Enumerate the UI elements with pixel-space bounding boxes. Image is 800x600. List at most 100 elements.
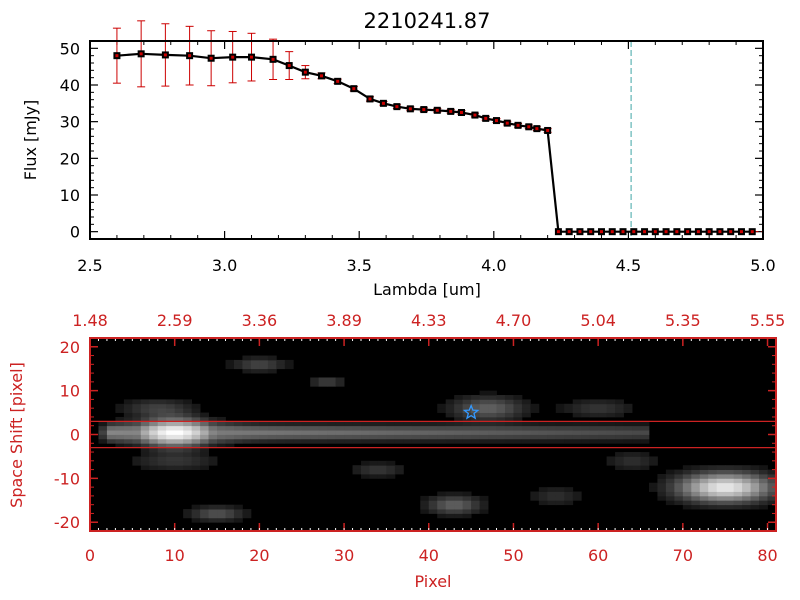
image-pixel (191, 416, 201, 422)
image-pixel (225, 513, 235, 519)
image-pixel (547, 491, 557, 497)
image-pixel (733, 465, 743, 470)
image-pixel (267, 355, 277, 361)
image-pixel (369, 473, 379, 479)
image-pixel (708, 478, 718, 484)
image-pixel (301, 438, 311, 444)
image-pixel (191, 456, 201, 462)
image-pixel (233, 359, 243, 365)
image-pixel (267, 434, 277, 440)
image-pixel (589, 434, 599, 440)
image-pixel (504, 430, 514, 435)
image-pixel (352, 465, 362, 470)
image-pixel (174, 408, 184, 413)
image-pixel (572, 421, 582, 427)
image-pixel (123, 443, 133, 449)
image-pixel (521, 425, 531, 431)
image-pixel (310, 377, 320, 383)
image-pixel (657, 491, 667, 497)
image-pixel (513, 412, 523, 418)
image-pixel (327, 377, 337, 383)
image-pixel (471, 438, 480, 444)
image-pixel (615, 399, 624, 405)
image-pixel (598, 421, 608, 427)
image-pixel (149, 430, 159, 435)
image-pixel (250, 359, 260, 365)
image-pixel (386, 434, 396, 440)
image-pixel (377, 425, 387, 431)
spectrum-point-core (729, 230, 733, 234)
image-pixel (259, 364, 269, 370)
image-pixel (140, 438, 150, 444)
image-pixel (581, 399, 591, 405)
image-pixel (344, 430, 353, 435)
image-pixel (208, 425, 218, 431)
image-pixel (640, 465, 650, 470)
image-pixel (174, 465, 184, 470)
image-pixel (183, 443, 193, 449)
image-pixel (454, 416, 464, 422)
image-pixel (335, 381, 345, 387)
image-pixel (174, 403, 184, 409)
image-pixel (115, 425, 125, 431)
image-pixel (191, 513, 201, 519)
spectrum-point-core (505, 121, 509, 125)
image-pixel (166, 430, 176, 435)
image-pixel (132, 408, 142, 413)
image-pixel (606, 430, 616, 435)
image-pixel (479, 403, 489, 409)
image-pixel (208, 460, 218, 466)
spectrum-xtick-label: 4.5 (616, 256, 641, 275)
image-pixel (183, 434, 193, 440)
image-pixel (606, 412, 616, 418)
spectrum-point-core (567, 230, 571, 234)
image-pixel (615, 460, 624, 466)
image-pixel (530, 403, 540, 409)
image-pixel (301, 434, 311, 440)
image-pixel (344, 421, 353, 427)
image-axes: 0 10 20 30 40 50 60 70 80 1.48 2.59 3.36 3.89 4.33 4.7… (54, 311, 785, 565)
image-pixel (504, 395, 514, 400)
image-pixel (157, 452, 167, 457)
image-pixel (428, 438, 438, 444)
image-pixel (623, 430, 633, 435)
image-pixel (488, 395, 497, 400)
image-pixel (327, 421, 337, 427)
image-pixel (538, 491, 548, 497)
image-pixel (191, 509, 201, 514)
image-pixel (140, 412, 150, 418)
image-pixel (149, 452, 159, 457)
image-pixel (445, 412, 455, 418)
image-pixel (462, 438, 472, 444)
image-pixel (233, 364, 243, 370)
image-pixel (242, 509, 252, 514)
image-pixel (157, 447, 167, 453)
image-pixel (183, 513, 193, 519)
image-pixel (411, 434, 421, 440)
spectrum-point-core (599, 230, 603, 234)
image-pixel (462, 395, 472, 400)
image-pixel (293, 434, 303, 440)
image-pixel (750, 482, 760, 488)
image-pixel (200, 425, 209, 431)
image-pixel (276, 364, 286, 370)
image-pixel (208, 416, 218, 422)
image-pixel (242, 425, 252, 431)
spectrum-point-core (556, 230, 560, 234)
image-pixel (352, 434, 362, 440)
image-pixel (149, 421, 159, 427)
spectrum-data (112, 20, 763, 239)
image-pixel (437, 430, 447, 435)
image-pixel (657, 482, 667, 488)
image-pixel (725, 473, 735, 479)
image-pixel (174, 460, 184, 466)
image-pixel (682, 469, 692, 475)
image-pixel (344, 425, 353, 431)
image-pixel (327, 430, 337, 435)
image-pixel (437, 438, 447, 444)
image-pixel (98, 425, 108, 431)
image-pixel (615, 403, 624, 409)
image-pixel (454, 430, 464, 435)
spectrum-point-core (287, 64, 291, 68)
image-pixel (555, 403, 565, 409)
